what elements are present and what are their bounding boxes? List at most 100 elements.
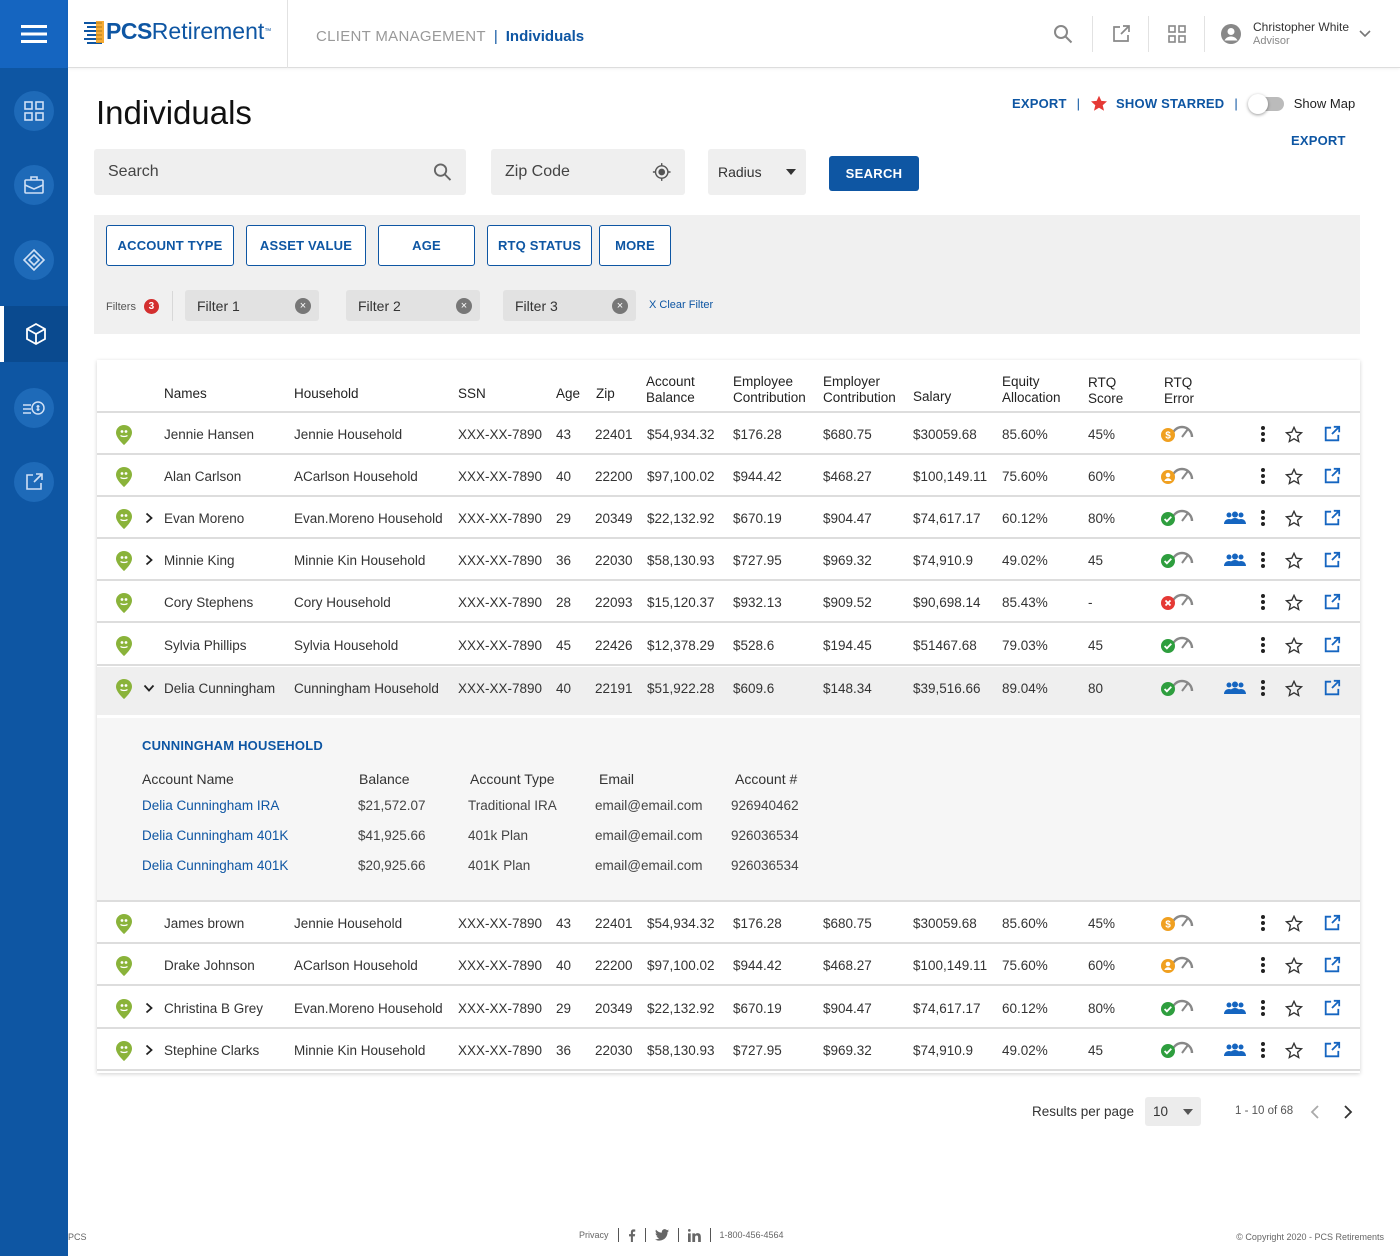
location-pin-icon[interactable] [116, 425, 132, 445]
star-button[interactable] [1283, 987, 1305, 1029]
location-pin-icon[interactable] [116, 914, 132, 934]
open-profile-button[interactable] [1321, 455, 1343, 497]
column-header-household[interactable]: Household [294, 386, 359, 401]
privacy-link[interactable]: Privacy [579, 1230, 609, 1240]
phone-number[interactable]: 1-800-456-4564 [719, 1230, 784, 1240]
filter-account-type-button[interactable]: ACCOUNT TYPE [106, 225, 234, 266]
close-icon[interactable]: × [295, 297, 311, 314]
twitter-icon[interactable] [654, 1229, 669, 1241]
open-profile-button[interactable] [1321, 944, 1343, 986]
breadcrumb-section[interactable]: CLIENT MANAGEMENT [316, 28, 486, 45]
rail-item-briefcase[interactable] [0, 157, 68, 213]
filter-chip[interactable]: Filter 3 × [503, 290, 636, 321]
more-options-button[interactable] [1254, 944, 1272, 986]
more-options-button[interactable] [1254, 624, 1272, 666]
facebook-icon[interactable] [628, 1228, 636, 1242]
open-profile-button[interactable] [1321, 667, 1343, 709]
search-field[interactable] [94, 149, 466, 195]
filter-more-button[interactable]: MORE [599, 225, 671, 266]
search-input[interactable] [108, 163, 434, 181]
household-group-button[interactable] [1223, 667, 1247, 709]
star-button[interactable] [1283, 667, 1305, 709]
table-row[interactable]: Stephine Clarks Minnie Kin Household XXX-X… [97, 1029, 1360, 1071]
column-header-employer-contribution[interactable]: Employer Contribution [823, 374, 896, 406]
show-starred-link[interactable]: SHOW STARRED [1116, 96, 1225, 111]
radius-select[interactable]: Radius [708, 149, 806, 195]
linkedin-icon[interactable] [687, 1228, 701, 1242]
export-link-secondary[interactable]: EXPORT [1291, 133, 1346, 148]
column-header-rtq-error[interactable]: RTQ Error [1164, 375, 1194, 407]
star-button[interactable] [1283, 1029, 1305, 1071]
filter-asset-value-button[interactable]: ASSET VALUE [246, 225, 366, 266]
more-options-button[interactable] [1254, 667, 1272, 709]
table-row[interactable]: Drake Johnson ACarlson Household XXX-XX-78… [97, 944, 1360, 986]
logo[interactable]: PCS Retirement ™ [82, 18, 271, 45]
rail-item-diamond[interactable] [0, 232, 68, 288]
chevron-right-icon[interactable] [143, 1002, 155, 1014]
star-button[interactable] [1283, 413, 1305, 455]
open-profile-button[interactable] [1321, 497, 1343, 539]
locate-icon[interactable] [652, 161, 671, 183]
clear-filter-link[interactable]: X Clear Filter [649, 299, 714, 311]
more-options-button[interactable] [1254, 413, 1272, 455]
column-header-employee-contribution[interactable]: Employee Contribution [733, 374, 806, 406]
location-pin-icon[interactable] [116, 509, 132, 529]
more-options-button[interactable] [1254, 455, 1272, 497]
location-pin-icon[interactable] [116, 593, 132, 613]
star-button[interactable] [1283, 497, 1305, 539]
location-pin-icon[interactable] [116, 679, 132, 699]
open-profile-button[interactable] [1321, 581, 1343, 623]
column-header-equity-allocation[interactable]: Equity Allocation [1002, 374, 1061, 406]
chevron-right-icon[interactable] [143, 512, 155, 524]
open-profile-button[interactable] [1321, 902, 1343, 944]
table-row[interactable]: Alan Carlson ACarlson Household XXX-XX-789… [97, 455, 1360, 497]
open-profile-button[interactable] [1321, 413, 1343, 455]
results-per-page-select[interactable]: 10 [1145, 1097, 1201, 1126]
household-group-button[interactable] [1223, 987, 1247, 1029]
table-row[interactable]: James brown Jennie Household XXX-XX-7890 43… [97, 902, 1360, 944]
search-button[interactable]: SEARCH [829, 156, 919, 191]
more-options-button[interactable] [1254, 581, 1272, 623]
chevron-down-icon[interactable] [143, 682, 155, 694]
location-pin-icon[interactable] [116, 1041, 132, 1061]
column-header-account-balance[interactable]: Account Balance [646, 374, 695, 406]
open-profile-button[interactable] [1321, 539, 1343, 581]
location-pin-icon[interactable] [116, 467, 132, 487]
star-button[interactable] [1283, 539, 1305, 581]
user-menu[interactable]: Christopher White Advisor [1220, 20, 1371, 48]
header-search-button[interactable] [1051, 22, 1075, 46]
chevron-right-icon[interactable] [143, 554, 155, 566]
show-map-toggle[interactable] [1247, 93, 1284, 114]
open-profile-button[interactable] [1321, 987, 1343, 1029]
header-apps-button[interactable] [1165, 22, 1189, 46]
filter-chip[interactable]: Filter 2 × [346, 290, 480, 321]
more-options-button[interactable] [1254, 902, 1272, 944]
rail-item-dashboard[interactable] [0, 83, 68, 139]
zip-code-input[interactable] [505, 163, 652, 181]
more-options-button[interactable] [1254, 987, 1272, 1029]
account-name-link[interactable]: Delia Cunningham 401K [142, 828, 289, 843]
export-link[interactable]: EXPORT [1012, 96, 1067, 111]
table-row[interactable]: Sylvia Phillips Sylvia Household XXX-XX-78… [97, 624, 1360, 666]
rail-item-money[interactable] [0, 380, 68, 436]
open-profile-button[interactable] [1321, 1029, 1343, 1071]
column-header-age[interactable]: Age [556, 386, 581, 401]
star-button[interactable] [1283, 581, 1305, 623]
filter-chip[interactable]: Filter 1 × [185, 290, 319, 321]
table-row[interactable]: Delia Cunningham Cunningham Household XXX-… [97, 667, 1360, 715]
filter-rtq-status-button[interactable]: RTQ STATUS [487, 225, 592, 266]
table-row[interactable]: Evan Moreno Evan.Moreno Household XXX-XX-7… [97, 497, 1360, 539]
star-button[interactable] [1283, 944, 1305, 986]
account-name-link[interactable]: Delia Cunningham 401K [142, 858, 289, 873]
location-pin-icon[interactable] [116, 636, 132, 656]
menu-button[interactable] [0, 0, 68, 68]
close-icon[interactable]: × [456, 297, 472, 314]
rail-item-cube[interactable] [0, 306, 68, 362]
location-pin-icon[interactable] [116, 999, 132, 1019]
household-group-button[interactable] [1223, 1029, 1247, 1071]
filter-age-button[interactable]: AGE [378, 225, 475, 266]
column-header-ssn[interactable]: SSN [458, 386, 486, 401]
rail-item-external[interactable] [0, 454, 68, 510]
zip-code-field[interactable] [491, 149, 685, 195]
table-row[interactable]: Christina B Grey Evan.Moreno Household XXX… [97, 987, 1360, 1029]
